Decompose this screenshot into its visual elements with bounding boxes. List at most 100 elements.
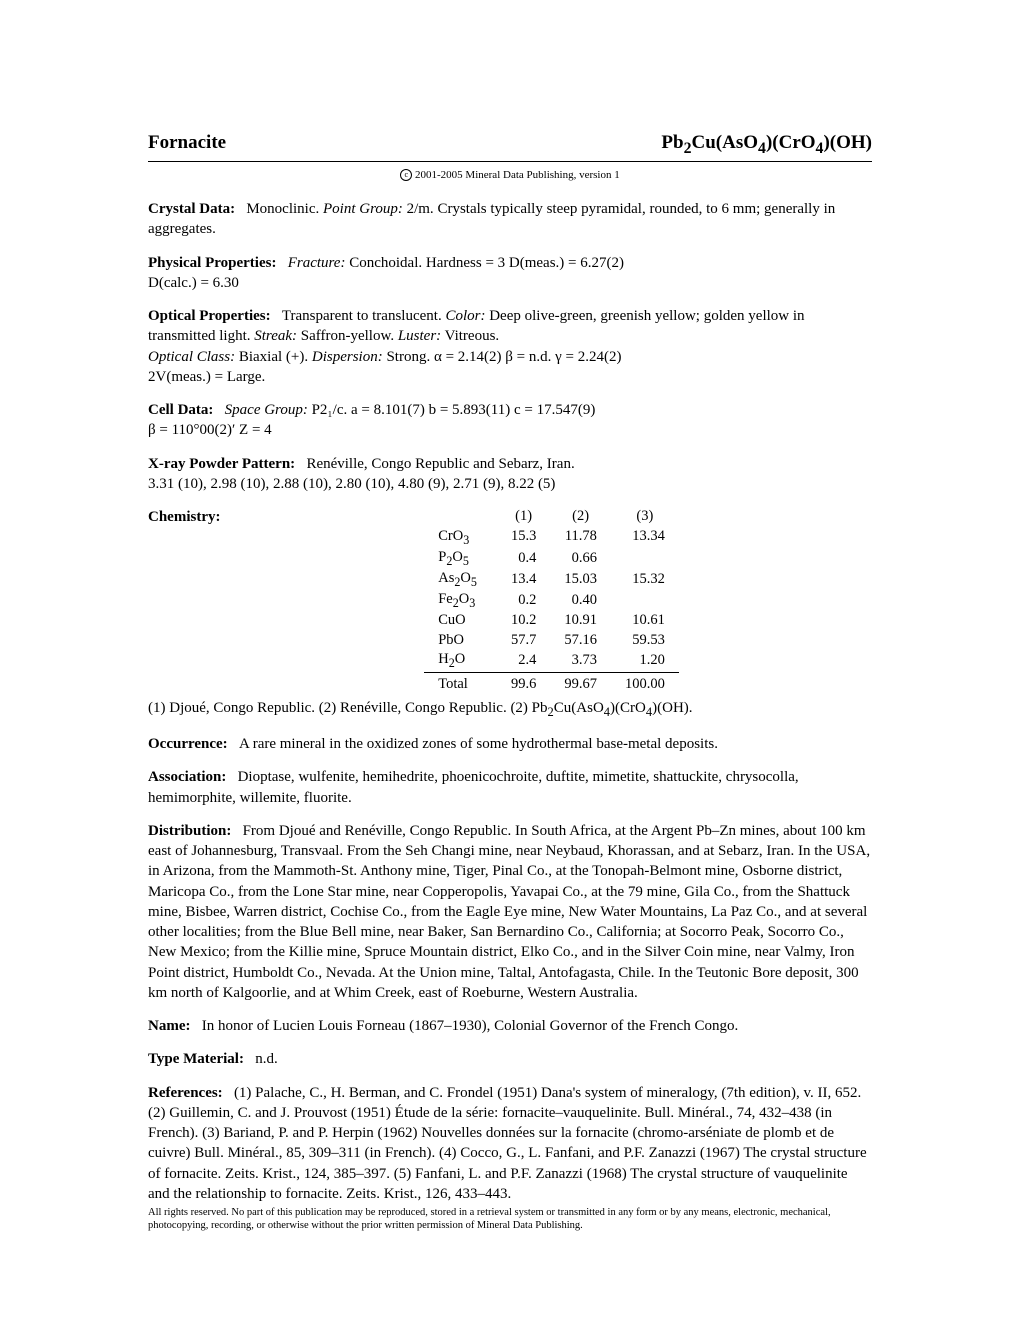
total-1: 99.6 — [497, 672, 550, 694]
val-2: 0.66 — [550, 548, 611, 569]
table-row: P2O50.40.66 — [424, 548, 679, 569]
section-label: Crystal Data: — [148, 201, 235, 217]
footer-rights: All rights reserved. No part of this pub… — [148, 1206, 872, 1232]
crystal-data: Crystal Data: Monoclinic. Point Group: 2… — [148, 199, 872, 240]
section-label: Distribution: — [148, 823, 231, 839]
space-group: P2₁/c. a = 8.101(7) b = 5.893(11) c = 17… — [312, 402, 596, 418]
val-3: 10.61 — [611, 611, 679, 631]
header-row: Fornacite Pb2Cu(AsO4)(CrO4)(OH) — [148, 130, 872, 162]
col-3: (3) — [611, 507, 679, 527]
table-row: PbO57.757.1659.53 — [424, 631, 679, 651]
section-label: Occurrence: — [148, 736, 228, 752]
table-row: CuO10.210.9110.61 — [424, 611, 679, 631]
total-label: Total — [424, 672, 497, 694]
point-group-label: Point Group: — [323, 201, 403, 217]
association-text: Dioptase, wulfenite, hemihedrite, phoeni… — [148, 769, 799, 805]
table-row: H2O2.43.731.20 — [424, 650, 679, 672]
val-2: 3.73 — [550, 650, 611, 672]
chemistry-caption: (1) Djoué, Congo Republic. (2) Renéville… — [148, 698, 872, 721]
oxide: P2O5 — [424, 548, 497, 569]
val-3: 1.20 — [611, 650, 679, 672]
copyright-icon: c — [400, 169, 412, 181]
table-row: CrO315.311.7813.34 — [424, 527, 679, 548]
distribution-text: From Djoué and Renéville, Congo Republic… — [148, 823, 870, 1001]
chemistry-table: (1) (2) (3) CrO315.311.7813.34P2O50.40.6… — [424, 507, 679, 694]
xray-data: 3.31 (10), 2.98 (10), 2.88 (10), 2.80 (1… — [148, 476, 555, 492]
section-label: Chemistry: — [148, 507, 220, 527]
luster-label: Luster: — [398, 328, 441, 344]
total-3: 100.00 — [611, 672, 679, 694]
oxide: CuO — [424, 611, 497, 631]
val-3 — [611, 590, 679, 611]
cell-data: Cell Data: Space Group: P2₁/c. a = 8.101… — [148, 400, 872, 441]
copyright-text: 2001-2005 Mineral Data Publishing, versi… — [415, 169, 620, 181]
streak: Saffron-yellow. — [301, 328, 398, 344]
oxide: As2O5 — [424, 569, 497, 590]
occurrence: Occurrence: A rare mineral in the oxidiz… — [148, 734, 872, 754]
streak-label: Streak: — [254, 328, 297, 344]
val-1: 10.2 — [497, 611, 550, 631]
dcalc: D(calc.) = 6.30 — [148, 275, 239, 291]
oxide: PbO — [424, 631, 497, 651]
type-material: Type Material: n.d. — [148, 1049, 872, 1069]
section-label: Name: — [148, 1018, 190, 1034]
oxide: Fe2O3 — [424, 590, 497, 611]
references-text: (1) Palache, C., H. Berman, and C. Frond… — [148, 1085, 867, 1202]
section-label: Physical Properties: — [148, 255, 276, 271]
color-label: Color: — [445, 308, 485, 324]
fracture: Conchoidal. Hardness = 3 D(meas.) = 6.27… — [349, 255, 624, 271]
references: References: (1) Palache, C., H. Berman, … — [148, 1083, 872, 1205]
section-label: References: — [148, 1085, 223, 1101]
val-2: 0.40 — [550, 590, 611, 611]
space-group-label: Space Group: — [225, 402, 308, 418]
transparency: Transparent to translucent. — [282, 308, 446, 324]
point-group: 2/m. — [407, 201, 438, 217]
val-2: 10.91 — [550, 611, 611, 631]
val-2: 15.03 — [550, 569, 611, 590]
table-row: As2O513.415.0315.32 — [424, 569, 679, 590]
val-1: 0.4 — [497, 548, 550, 569]
section-label: X-ray Powder Pattern: — [148, 456, 295, 472]
dispersion-label: Dispersion: — [312, 349, 383, 365]
chemical-formula: Pb2Cu(AsO4)(CrO4)(OH) — [661, 130, 872, 159]
section-label: Association: — [148, 769, 226, 785]
crystal-system: Monoclinic. — [246, 201, 323, 217]
optical-class: Biaxial (+). — [239, 349, 312, 365]
page: Fornacite Pb2Cu(AsO4)(CrO4)(OH) c 2001-2… — [0, 0, 1020, 1320]
type-material-text: n.d. — [255, 1051, 278, 1067]
oxide: H2O — [424, 650, 497, 672]
association: Association: Dioptase, wulfenite, hemihe… — [148, 767, 872, 808]
section-label: Cell Data: — [148, 402, 213, 418]
xray-locality: Renéville, Congo Republic and Sebarz, Ir… — [306, 456, 574, 472]
total-row: Total 99.6 99.67 100.00 — [424, 672, 679, 694]
two-v: 2V(meas.) = Large. — [148, 369, 265, 385]
luster: Vitreous. — [445, 328, 500, 344]
col-1: (1) — [497, 507, 550, 527]
fracture-label: Fracture: — [288, 255, 346, 271]
distribution: Distribution: From Djoué and Renéville, … — [148, 821, 872, 1003]
val-2: 11.78 — [550, 527, 611, 548]
beta-z: β = 110°00(2)′ Z = 4 — [148, 422, 272, 438]
col-2: (2) — [550, 507, 611, 527]
val-3: 13.34 — [611, 527, 679, 548]
val-3: 15.32 — [611, 569, 679, 590]
xray-pattern: X-ray Powder Pattern: Renéville, Congo R… — [148, 454, 872, 495]
oxide: CrO3 — [424, 527, 497, 548]
copyright-line: c 2001-2005 Mineral Data Publishing, ver… — [148, 168, 872, 183]
val-3 — [611, 548, 679, 569]
total-2: 99.67 — [550, 672, 611, 694]
table-header-row: (1) (2) (3) — [424, 507, 679, 527]
val-1: 57.7 — [497, 631, 550, 651]
section-label: Optical Properties: — [148, 308, 271, 324]
name-text: In honor of Lucien Louis Forneau (1867–1… — [202, 1018, 739, 1034]
section-label: Type Material: — [148, 1051, 244, 1067]
name-section: Name: In honor of Lucien Louis Forneau (… — [148, 1016, 872, 1036]
dispersion: Strong. α = 2.14(2) β = n.d. γ = 2.24(2) — [386, 349, 621, 365]
chemistry: Chemistry: (1) (2) (3) CrO315.311.7813.3… — [148, 507, 872, 694]
val-2: 57.16 — [550, 631, 611, 651]
val-1: 2.4 — [497, 650, 550, 672]
optical-class-label: Optical Class: — [148, 349, 235, 365]
val-1: 0.2 — [497, 590, 550, 611]
val-3: 59.53 — [611, 631, 679, 651]
mineral-name: Fornacite — [148, 130, 226, 156]
